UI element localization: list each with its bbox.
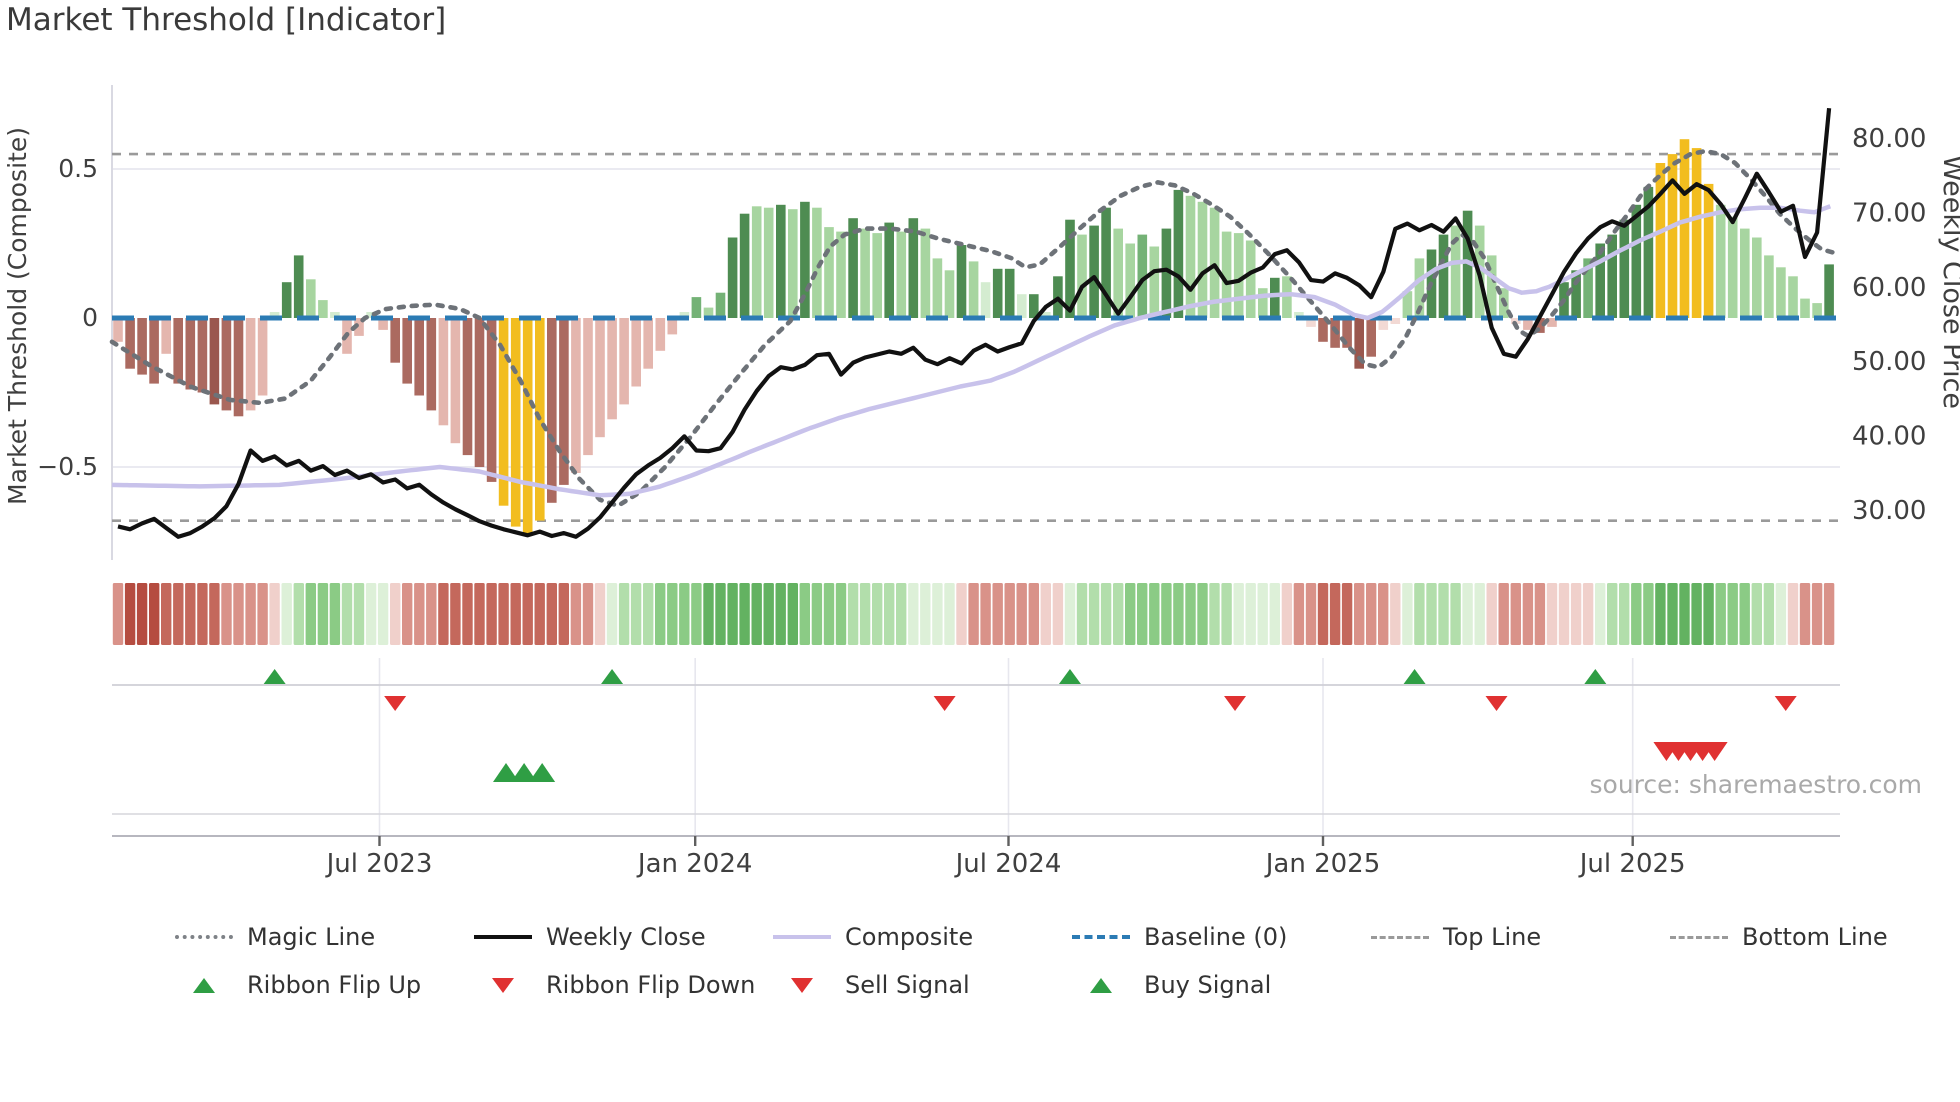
legend-item-composite: Composite [773,920,1072,954]
chart-legend: Magic Line Weekly Close Composite Baseli… [175,920,1960,1002]
flip-down-triangle-icon [492,977,514,993]
weekly-close-swatch-icon [474,935,532,939]
legend-item-sell-signal: Sell Signal [773,968,1072,1002]
legend-item-weekly-close: Weekly Close [474,920,773,954]
legend-label: Composite [845,923,974,951]
svg-text:Market Threshold (Composite): Market Threshold (Composite) [3,127,32,505]
plot-gridlines [111,85,1840,560]
source-attribution: source: sharemaestro.com [1589,770,1923,799]
right-axis: 80.00 70.00 60.00 50.00 40.00 30.00 Weekly Clo… [1852,124,1960,526]
svg-text:40.00: 40.00 [1852,422,1926,452]
svg-text:0: 0 [82,303,98,332]
weekly-close-line [117,107,1832,539]
legend-label: Baseline (0) [1144,923,1288,951]
bottom-line-swatch-icon [1670,935,1728,939]
legend-label: Magic Line [247,923,376,951]
composite-swatch-icon [773,935,831,939]
svg-text:Jul 2025: Jul 2025 [1578,849,1686,879]
legend-item-ribbon-flip-down: Ribbon Flip Down [474,968,773,1002]
top-line-swatch-icon [1371,935,1429,939]
flip-up-triangle-icon [193,977,215,993]
svg-text:Weekly Close Price: Weekly Close Price [1937,155,1960,409]
legend-item-top-line: Top Line [1371,920,1670,954]
svg-text:60.00: 60.00 [1852,273,1926,303]
svg-text:80.00: 80.00 [1852,124,1926,154]
svg-text:50.00: 50.00 [1852,347,1926,377]
svg-text:30.00: 30.00 [1852,496,1926,526]
magic-line-swatch-icon [175,935,233,939]
svg-text:0.5: 0.5 [58,154,98,183]
svg-text:Jan 2024: Jan 2024 [636,849,753,879]
ribbon-strip [112,583,1835,645]
legend-label: Top Line [1443,923,1542,951]
legend-label: Ribbon Flip Up [247,971,422,999]
legend-label: Weekly Close [546,923,706,951]
legend-label: Buy Signal [1144,971,1272,999]
signal-panel: Jul 2023 Jan 2024 Jul 2024 Jan 2025 Jul 2025 [112,658,1840,879]
page-title: Market Threshold [Indicator] [6,2,447,38]
buy-signal-triangle-icon [1090,977,1112,993]
top-bottom-guide-lines [112,152,1840,522]
svg-text:Jul 2024: Jul 2024 [954,849,1062,879]
svg-text:Jul 2023: Jul 2023 [325,849,433,879]
baseline-swatch-icon [1072,935,1130,939]
composite-line [111,204,1832,498]
svg-text:−0.5: −0.5 [37,452,98,481]
legend-label: Bottom Line [1742,923,1888,951]
legend-item-baseline: Baseline (0) [1072,920,1371,954]
svg-text:70.00: 70.00 [1852,198,1926,228]
signal-markers [263,669,1797,782]
svg-text:Jan 2025: Jan 2025 [1264,849,1381,879]
legend-label: Sell Signal [845,971,970,999]
legend-item-ribbon-flip-up: Ribbon Flip Up [175,968,474,1002]
legend-item-buy-signal: Buy Signal [1072,968,1371,1002]
sell-signal-triangle-icon [791,977,813,993]
legend-item-magic-line: Magic Line [175,920,474,954]
legend-item-bottom-line: Bottom Line [1670,920,1960,954]
legend-label: Ribbon Flip Down [546,971,756,999]
magic-line [109,148,1835,509]
